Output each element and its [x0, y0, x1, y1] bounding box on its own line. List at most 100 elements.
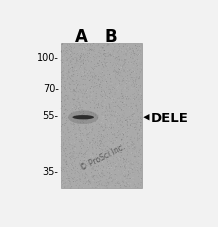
Point — [100, 159, 104, 163]
Point — [84, 83, 87, 87]
Point — [79, 132, 82, 136]
Point — [63, 166, 67, 170]
Point — [106, 141, 110, 145]
Point — [87, 116, 90, 120]
Point — [114, 58, 117, 61]
Point — [134, 59, 138, 63]
Point — [70, 63, 74, 67]
Point — [128, 147, 131, 151]
Point — [81, 168, 85, 171]
Point — [130, 126, 133, 130]
Point — [78, 161, 81, 165]
Point — [101, 108, 105, 112]
Point — [90, 164, 93, 168]
Point — [66, 62, 69, 66]
Point — [65, 159, 68, 163]
Point — [73, 151, 76, 155]
Point — [87, 133, 90, 137]
Point — [124, 93, 127, 97]
Point — [128, 78, 131, 82]
Point — [88, 142, 92, 146]
Point — [118, 157, 121, 160]
Point — [77, 158, 81, 162]
Point — [60, 96, 63, 99]
Point — [122, 45, 125, 49]
Point — [87, 74, 90, 78]
Point — [88, 142, 91, 146]
Point — [60, 153, 64, 156]
Point — [133, 166, 136, 170]
Point — [68, 138, 71, 142]
Point — [132, 153, 135, 157]
Point — [115, 173, 119, 177]
Point — [96, 75, 99, 79]
Point — [94, 168, 97, 172]
Point — [72, 150, 76, 153]
Point — [64, 105, 68, 109]
Point — [87, 143, 90, 147]
Point — [130, 134, 133, 138]
Point — [80, 117, 83, 121]
Point — [67, 63, 71, 67]
Point — [105, 163, 108, 167]
Point — [81, 140, 85, 144]
Point — [117, 59, 121, 62]
Point — [89, 75, 92, 79]
Point — [72, 159, 76, 163]
Point — [113, 109, 116, 113]
Point — [78, 172, 81, 176]
Point — [82, 110, 85, 114]
Point — [112, 64, 116, 67]
Point — [117, 123, 120, 127]
Point — [60, 123, 63, 126]
Point — [88, 70, 92, 73]
Point — [60, 43, 63, 47]
Point — [98, 52, 101, 56]
Point — [133, 160, 137, 164]
Point — [118, 133, 122, 136]
Point — [92, 91, 95, 94]
Point — [136, 180, 139, 184]
Point — [82, 55, 86, 58]
Point — [99, 137, 103, 141]
Point — [65, 122, 69, 126]
Point — [138, 61, 141, 65]
Point — [97, 48, 101, 52]
Point — [61, 64, 65, 67]
Point — [104, 93, 107, 96]
Point — [94, 161, 97, 165]
Point — [65, 161, 69, 165]
Point — [101, 47, 104, 51]
Point — [123, 169, 127, 173]
Point — [65, 121, 68, 124]
Point — [61, 77, 65, 81]
Point — [64, 175, 68, 178]
Point — [93, 164, 96, 167]
Point — [114, 172, 118, 176]
Point — [95, 163, 99, 167]
Point — [71, 101, 75, 105]
Point — [99, 108, 102, 112]
Point — [95, 175, 99, 178]
Point — [133, 122, 136, 126]
Point — [116, 150, 119, 153]
Point — [110, 100, 113, 104]
Point — [78, 108, 81, 112]
Point — [119, 151, 123, 155]
Point — [78, 58, 82, 62]
Point — [112, 70, 115, 74]
Point — [100, 140, 103, 144]
Point — [110, 52, 114, 55]
Point — [98, 172, 102, 175]
Point — [127, 51, 130, 55]
Point — [133, 114, 136, 118]
Point — [111, 53, 114, 57]
Point — [109, 82, 113, 86]
Point — [123, 120, 127, 124]
Point — [85, 79, 89, 83]
Point — [133, 79, 137, 82]
Point — [102, 66, 105, 69]
Point — [108, 117, 111, 120]
Point — [72, 157, 75, 160]
Point — [130, 153, 133, 156]
